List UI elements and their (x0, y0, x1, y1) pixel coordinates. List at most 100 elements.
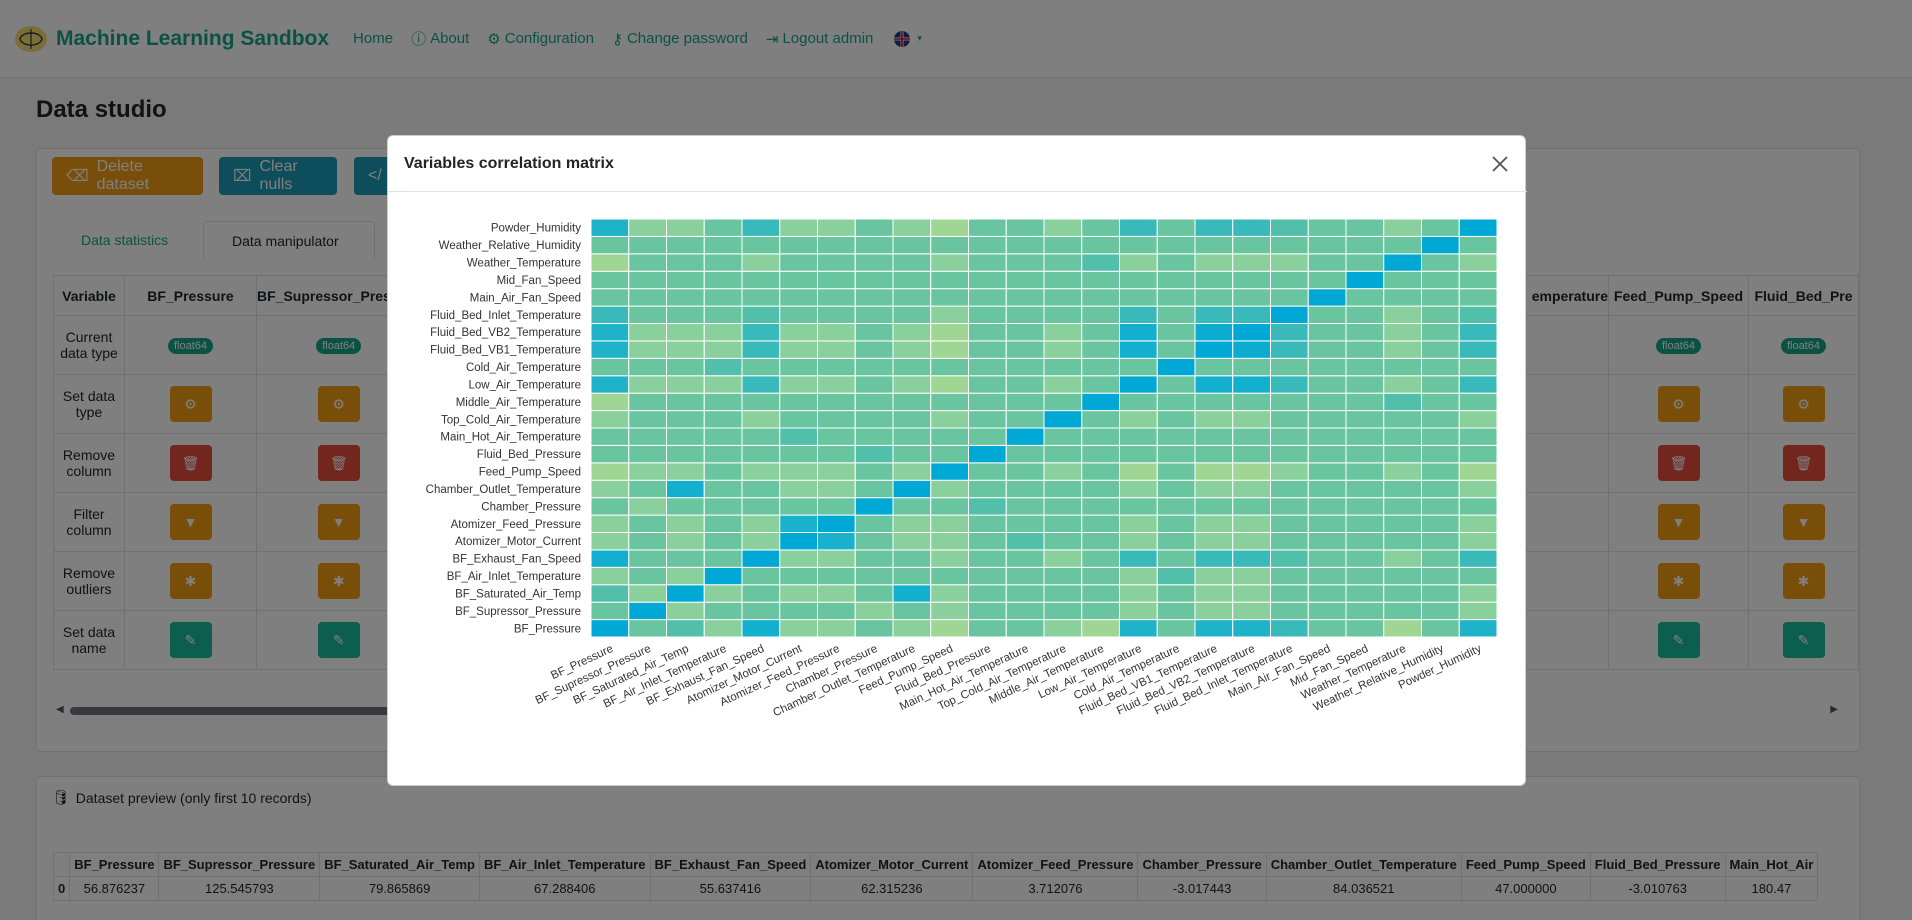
heatmap-cell (892, 514, 932, 534)
heatmap-cell (666, 566, 705, 586)
heatmap-cell (1156, 392, 1196, 412)
heatmap-cell (1194, 218, 1234, 237)
heatmap-cell (628, 584, 667, 603)
heatmap-cell (817, 270, 856, 290)
y-tick-label: Weather_Relative_Humidity (439, 240, 582, 252)
heatmap-cell (1307, 514, 1347, 534)
heatmap-cell (892, 584, 932, 603)
heatmap-cell (1156, 270, 1196, 290)
heatmap-cell (854, 323, 894, 342)
heatmap-cell (1232, 270, 1271, 290)
heatmap-cell (817, 218, 856, 237)
close-icon[interactable] (1490, 154, 1510, 174)
heatmap-cell (1232, 549, 1271, 568)
heatmap-cell (666, 532, 705, 551)
heatmap-cell (779, 497, 818, 516)
heatmap-cell (1232, 566, 1271, 586)
heatmap-cell (817, 427, 856, 446)
heatmap-cell (1232, 497, 1271, 516)
heatmap-cell (666, 253, 705, 272)
heatmap-cell (779, 619, 818, 638)
heatmap-cell (1383, 323, 1422, 342)
heatmap-cell (1270, 375, 1309, 394)
heatmap-cell (892, 235, 932, 255)
heatmap-cell (1345, 410, 1385, 429)
heatmap-cell (628, 462, 667, 481)
heatmap-cell (741, 340, 781, 359)
heatmap-cell (892, 427, 932, 446)
heatmap-cell (1458, 497, 1498, 516)
heatmap-cell (854, 410, 894, 429)
heatmap-cell (1232, 444, 1271, 464)
heatmap-cell (1383, 584, 1422, 603)
heatmap-cell (1081, 410, 1120, 429)
heatmap-cell (1156, 357, 1196, 377)
heatmap-cell (703, 444, 743, 464)
heatmap-cell (1081, 549, 1120, 568)
heatmap-cell (968, 357, 1007, 377)
heatmap-cell (666, 305, 705, 325)
y-tick-label: BF_Air_Inlet_Temperature (447, 571, 581, 583)
heatmap-cell (1043, 532, 1083, 551)
heatmap-cell (1421, 462, 1460, 481)
heatmap-cell (854, 253, 894, 272)
heatmap-cell (1043, 218, 1083, 237)
heatmap-cell (1345, 479, 1385, 499)
heatmap-cell (1005, 305, 1045, 325)
heatmap-cell (1345, 601, 1385, 621)
heatmap-cell (703, 462, 743, 481)
heatmap-cell (779, 323, 818, 342)
heatmap-cell (968, 340, 1007, 359)
y-tick-label: Fluid_Bed_Pressure (477, 449, 581, 461)
heatmap-cell (1119, 566, 1158, 586)
heatmap-cell (930, 218, 969, 237)
y-tick-label: BF_Saturated_Air_Temp (455, 588, 581, 600)
heatmap-cell (930, 235, 969, 255)
y-tick-label: Cold_Air_Temperature (466, 362, 581, 374)
heatmap-cell (968, 288, 1007, 307)
heatmap-cell (1458, 462, 1498, 481)
heatmap-cell (1005, 270, 1045, 290)
heatmap-cell (1081, 288, 1120, 307)
heatmap-cell (1119, 427, 1158, 446)
y-tick-label: Chamber_Outlet_Temperature (426, 484, 581, 496)
heatmap-cell (779, 410, 818, 429)
heatmap-cell (1232, 357, 1271, 377)
heatmap-cell (817, 253, 856, 272)
heatmap-cell (1194, 497, 1234, 516)
heatmap-cell (1458, 270, 1498, 290)
heatmap-cell (1458, 619, 1498, 638)
heatmap-cell (1270, 601, 1309, 621)
heatmap-cell (1156, 340, 1196, 359)
heatmap-cell (1005, 584, 1045, 603)
heatmap-cell (1458, 444, 1498, 464)
y-tick-label: BF_Supressor_Pressure (455, 606, 581, 618)
heatmap-cell (1005, 427, 1045, 446)
heatmap-cell (1270, 305, 1309, 325)
heatmap-cell (666, 218, 705, 237)
heatmap-cell (854, 479, 894, 499)
heatmap-cell (628, 566, 667, 586)
heatmap-cell (930, 270, 969, 290)
heatmap-cell (1194, 514, 1234, 534)
heatmap-cell (590, 218, 630, 237)
heatmap-cell (968, 235, 1007, 255)
heatmap-cell (817, 357, 856, 377)
heatmap-cell (1458, 305, 1498, 325)
heatmap-cell (1421, 549, 1460, 568)
heatmap-cell (590, 392, 630, 412)
heatmap-cell (666, 235, 705, 255)
heatmap-cell (1156, 549, 1196, 568)
heatmap-cell (1421, 619, 1460, 638)
heatmap-cell (590, 619, 630, 638)
y-tick-label: Fluid_Bed_VB2_Temperature (430, 327, 581, 339)
heatmap-cell (1383, 462, 1422, 481)
heatmap-cell (854, 375, 894, 394)
heatmap-cell (1043, 270, 1083, 290)
heatmap-cell (779, 288, 818, 307)
heatmap-cell (817, 288, 856, 307)
heatmap-cell (1156, 253, 1196, 272)
heatmap-cell (741, 253, 781, 272)
heatmap-cell (930, 410, 969, 429)
heatmap-cell (1043, 392, 1083, 412)
